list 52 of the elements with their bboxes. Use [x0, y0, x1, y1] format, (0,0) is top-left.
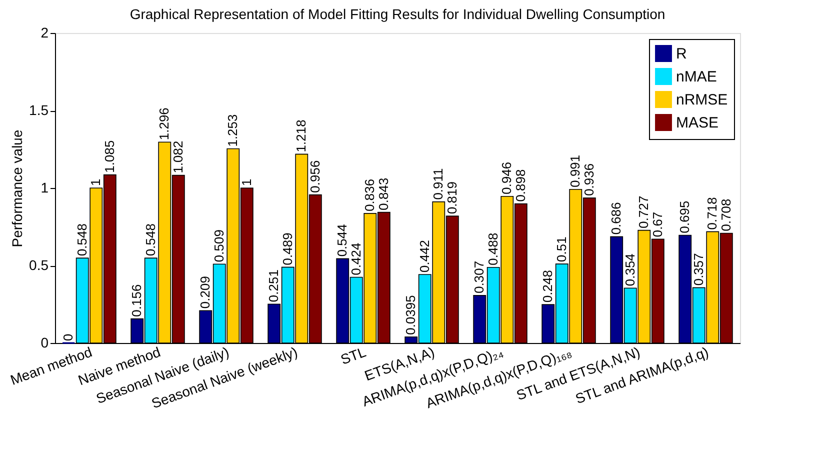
y-tick-label: 0.5: [29, 257, 49, 273]
data-label: 0.911: [430, 168, 446, 200]
data-label: 0.819: [444, 182, 460, 214]
y-tick-label: 1.5: [29, 102, 49, 118]
data-label: 0.248: [540, 270, 556, 303]
data-label: 0.67: [650, 212, 665, 238]
data-label: 0.695: [677, 200, 692, 234]
y-tick-label: 2: [40, 24, 49, 40]
legend-label: nMAE: [676, 68, 717, 86]
data-label: 0.509: [211, 230, 226, 262]
data-label: 0.836: [362, 178, 378, 212]
y-tick-label: 0: [40, 334, 49, 350]
y-tick-label: 1: [40, 180, 49, 196]
data-label: 0.156: [129, 284, 144, 317]
data-label: 1: [88, 178, 104, 186]
legend-label: MASE: [676, 114, 719, 132]
data-label: 0.442: [416, 240, 432, 272]
data-label: 0.488: [485, 232, 500, 266]
data-label: 0.956: [307, 160, 322, 193]
data-label: 1.296: [156, 108, 172, 140]
legend-label: nRMSE: [676, 92, 728, 108]
data-label: 0.548: [142, 224, 158, 256]
chart-title: Graphical Representation of Model Fitting Results for Individual Dwelling Consumption: [130, 6, 666, 22]
data-label: 0.0395: [403, 295, 418, 335]
x-tick-label: STL: [338, 344, 368, 368]
data-label: 1.082: [170, 140, 186, 174]
data-label: 0.51: [554, 236, 569, 262]
data-label: 0.843: [376, 178, 391, 210]
data-label: 0.686: [608, 202, 624, 235]
data-label: 0.209: [198, 276, 213, 309]
data-label: 0.718: [704, 197, 720, 230]
data-label: 0.946: [499, 162, 514, 194]
data-label: 0.548: [74, 224, 90, 256]
data-label: 0.489: [280, 232, 295, 266]
data-label: 0.936: [581, 163, 596, 196]
data-label: 0.251: [266, 270, 282, 302]
legend-label: R: [676, 46, 687, 62]
data-label: 0.357: [690, 253, 706, 286]
data-label: 1.218: [294, 120, 309, 152]
data-label: 0.708: [718, 198, 734, 232]
data-label: 1.085: [102, 140, 117, 173]
data-label: 0.727: [636, 196, 652, 228]
data-label: 0.307: [472, 260, 487, 294]
data-label: 0.354: [622, 254, 638, 286]
data-label: 1.253: [225, 114, 240, 147]
data-label: 0.898: [512, 169, 528, 202]
data-label: 0.424: [348, 242, 364, 276]
data-label: 1: [238, 178, 254, 186]
data-label: 0: [60, 334, 76, 341]
y-axis-title: Performance value: [9, 130, 26, 248]
data-label: 0.991: [568, 154, 583, 188]
data-label: 0.544: [334, 224, 350, 257]
